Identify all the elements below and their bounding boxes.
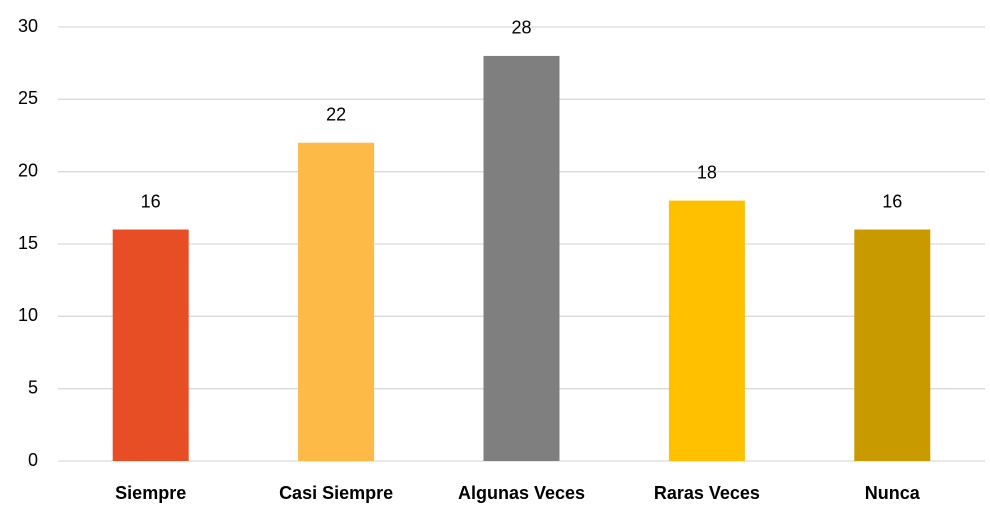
bar: [298, 142, 375, 461]
y-tick-label: 30: [18, 16, 38, 36]
data-label: 28: [511, 18, 531, 38]
bar: [668, 200, 745, 461]
y-tick-label: 20: [18, 160, 38, 180]
x-tick-label: Raras Veces: [654, 483, 760, 503]
y-tick-label: 25: [18, 88, 38, 108]
bar: [112, 229, 189, 461]
x-tick-label: Algunas Veces: [458, 483, 585, 503]
x-tick-label: Nunca: [865, 483, 921, 503]
data-label: 18: [697, 162, 717, 182]
x-tick-label: Siempre: [115, 483, 186, 503]
x-tick-label: Casi Siempre: [279, 483, 393, 503]
data-label: 16: [141, 191, 161, 211]
y-tick-label: 0: [28, 450, 38, 470]
bar: [854, 229, 931, 461]
bar: [483, 55, 560, 461]
y-tick-label: 5: [28, 377, 38, 397]
data-label: 16: [882, 191, 902, 211]
y-tick-label: 15: [18, 233, 38, 253]
data-label: 22: [326, 104, 346, 124]
y-tick-label: 10: [18, 305, 38, 325]
